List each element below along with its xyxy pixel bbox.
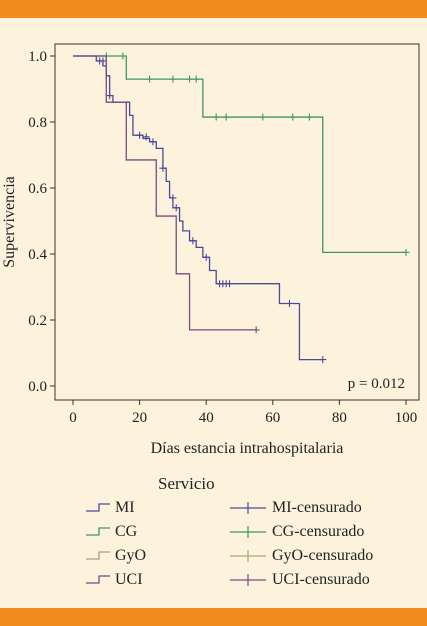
censor-mark-mi: [142, 133, 150, 141]
censor-mark-cg: [146, 75, 154, 83]
censor-mark-mi: [172, 204, 180, 212]
censor-mark-cg: [119, 52, 127, 60]
legend-item-cg: CG: [85, 520, 146, 544]
y-axis-label: Supervivencia: [1, 176, 18, 268]
censor-mark-cg: [186, 75, 194, 83]
legend-line-icon: [86, 527, 110, 536]
x-tick-label: 40: [199, 410, 214, 426]
series-line-mi: [73, 55, 323, 361]
x-tick-label: 0: [69, 410, 77, 426]
legend-line-icon: [86, 503, 110, 512]
survival-chart: 0 20 40 60 80 100 0.0 0.2 0.4 0.6 0.8 1.0 Días estan…: [1, 43, 420, 457]
legend-censored: MI-censurado CG-censurado GyO-censurado UCI…: [228, 496, 373, 592]
series-line-uci: [73, 55, 257, 331]
censor-mark-mi: [149, 138, 157, 146]
censor-mark-mi: [226, 280, 234, 288]
legend-lines: MI CG GyO UCI: [85, 496, 146, 592]
legend-item-label: MI: [115, 499, 135, 516]
plot-frame: [54, 43, 420, 401]
censor-mark-mi: [169, 194, 177, 202]
legend-item-mi-censurado: MI-censurado: [228, 496, 373, 520]
y-tick-label: 0.2: [28, 313, 47, 329]
top-band: [0, 0, 427, 18]
x-axis-label: Días estancia intrahospitalaria: [151, 440, 344, 457]
censor-mark-mi: [159, 164, 167, 172]
censor-mark-cg: [169, 75, 177, 83]
censor-mark-cg: [222, 113, 230, 121]
censor-mark-uci: [252, 326, 260, 334]
legend-censor-icon: [230, 526, 266, 538]
legend-item-label: GyO: [115, 547, 147, 564]
y-tick-label: 0.0: [28, 379, 47, 395]
censor-mark-mi: [106, 92, 114, 100]
legend-item-label: MI-censurado: [272, 499, 362, 516]
bottom-band: [0, 608, 427, 626]
legend-item-label: UCI-censurado: [272, 571, 370, 588]
legend-item-uci: UCI: [85, 568, 146, 592]
x-tick-label: 20: [132, 410, 147, 426]
censor-mark-cg: [402, 248, 410, 256]
censor-mark-cg: [192, 75, 200, 83]
censor-mark-mi: [99, 57, 107, 65]
censor-mark-cg: [212, 113, 220, 121]
x-tick-label: 80: [332, 410, 347, 426]
legend-censor-icon: [230, 502, 266, 514]
y-tick-label: 0.8: [28, 115, 47, 131]
legend-line-icon: [86, 575, 110, 584]
legend-item-gyo-censurado: GyO-censurado: [228, 544, 373, 568]
legend-title: Servicio: [158, 474, 215, 493]
legend-item-uci-censurado: UCI-censurado: [228, 568, 373, 592]
legend-censor-icon: [230, 574, 266, 586]
series-line-cg: [73, 55, 406, 253]
censor-mark-cg: [289, 113, 297, 121]
censor-mark-mi: [319, 356, 327, 364]
legend-item-label: CG-censurado: [272, 523, 365, 540]
p-value-annotation: p = 0.012: [348, 376, 405, 392]
censor-mark-mi: [285, 300, 293, 307]
y-tick-label: 1.0: [28, 49, 47, 65]
legend-item-cg-censurado: CG-censurado: [228, 520, 373, 544]
legend-item-mi: MI: [85, 496, 146, 520]
censor-mark-cg: [259, 113, 267, 121]
legend-item-label: UCI: [115, 571, 143, 588]
legend-item-label: CG: [115, 523, 138, 540]
censor-mark-mi: [189, 237, 197, 245]
legend-item-gyo: GyO: [85, 544, 146, 568]
censor-mark-mi: [202, 253, 210, 261]
y-tick-label: 0.4: [28, 247, 47, 263]
legend-item-label: GyO-censurado: [272, 547, 374, 564]
x-tick-label: 60: [265, 410, 280, 426]
legend-line-icon: [86, 551, 110, 560]
censor-mark-cg: [305, 113, 313, 121]
y-tick-label: 0.6: [28, 181, 47, 197]
x-tick-label: 100: [395, 410, 418, 426]
censor-mark-mi: [136, 131, 144, 139]
legend-censor-icon: [230, 550, 266, 562]
